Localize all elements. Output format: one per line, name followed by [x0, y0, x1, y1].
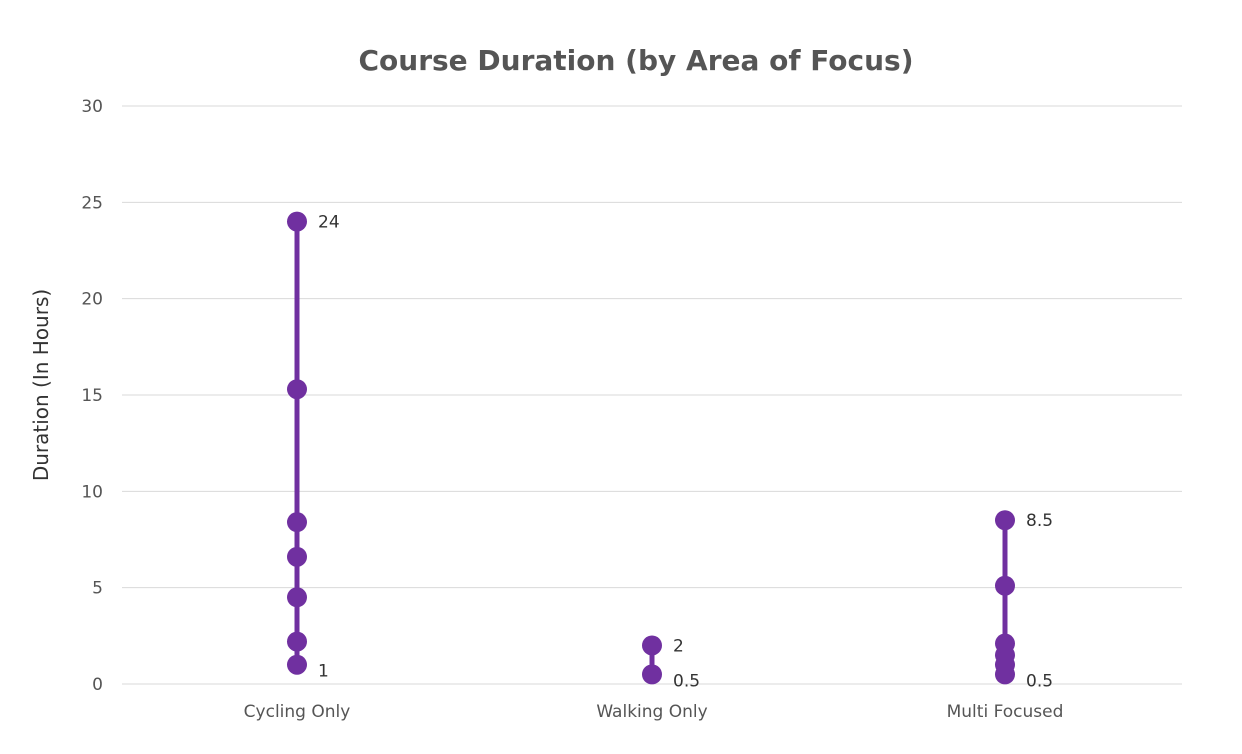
max-data-label: 24: [318, 213, 340, 233]
category-label: Multi Focused: [947, 702, 1064, 722]
data-point: [287, 654, 307, 675]
data-point: [287, 546, 307, 567]
y-tick-label: 0: [92, 675, 103, 695]
min-data-label: 0.5: [1026, 671, 1053, 691]
x-tick-labels: Cycling Only Walking Only Multi Focused: [244, 702, 1064, 722]
gridlines: [122, 105, 1182, 685]
series-group: 20.5: [642, 635, 700, 691]
min-data-label: 0.5: [673, 671, 700, 691]
y-tick-labels: 0 5 10 15 20 25 30: [81, 97, 103, 695]
min-data-label: 1: [318, 662, 329, 682]
category-label: Walking Only: [596, 702, 707, 722]
data-point: [995, 575, 1015, 596]
data-point: [287, 379, 307, 400]
data-point: [287, 587, 307, 608]
max-data-label: 8.5: [1026, 511, 1053, 531]
y-tick-label: 10: [81, 482, 103, 502]
category-label: Cycling Only: [244, 702, 351, 722]
chart-title: Course Duration (by Area of Focus): [358, 44, 913, 77]
y-tick-label: 25: [81, 193, 103, 213]
max-data-label: 2: [673, 636, 684, 656]
series-group: 8.5 0.5: [995, 510, 1053, 691]
data-point: [642, 635, 662, 656]
data-point: [995, 633, 1015, 654]
y-tick-label: 5: [92, 579, 103, 599]
data-point: [287, 631, 307, 652]
series-group: 24 1: [287, 211, 340, 682]
y-tick-label: 30: [81, 97, 103, 117]
data-point: [642, 664, 662, 685]
y-tick-label: 20: [81, 290, 103, 310]
data-point: [287, 211, 307, 232]
data-point: [287, 512, 307, 533]
y-tick-label: 15: [81, 386, 103, 406]
data-point: [995, 510, 1015, 531]
y-axis-label: Duration (In Hours): [29, 289, 53, 481]
